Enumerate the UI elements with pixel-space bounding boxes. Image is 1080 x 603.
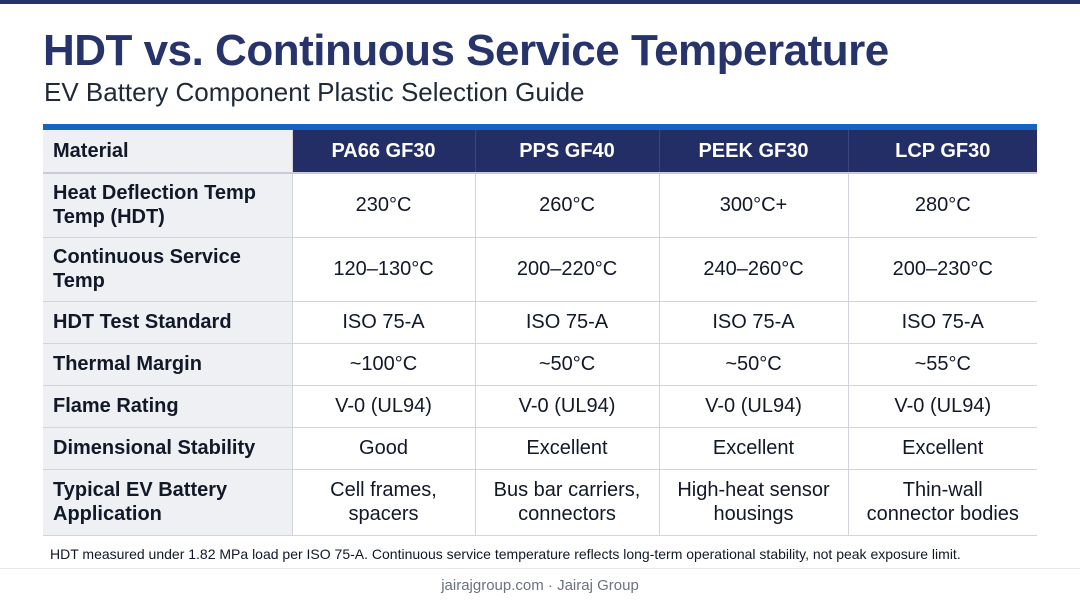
table-cell: Excellent [659, 427, 849, 470]
row-label-service-temp: Continuous Service Temp [43, 237, 293, 302]
column-header: LCP GF30 [848, 130, 1037, 174]
table-row: HDT Test Standard ISO 75-A ISO 75-A ISO … [43, 301, 1037, 344]
row-label-dimensional-stability: Dimensional Stability [43, 427, 293, 470]
footer-credit: jairajgroup.com · Jairaj Group [441, 577, 639, 594]
table-cell: Excellent [848, 427, 1037, 470]
footnote: HDT measured under 1.82 MPa load per ISO… [50, 546, 961, 562]
table-header-row: Material PA66 GF30 PPS GF40 PEEK GF30 LC… [43, 130, 1037, 174]
table-cell: 240–260°C [659, 237, 849, 302]
table-cell: 200–220°C [475, 237, 660, 302]
table-cell: 300°C+ [659, 173, 849, 238]
table-row: Typical EV Battery Application Cell fram… [43, 469, 1037, 536]
table-cell: ~55°C [848, 343, 1037, 386]
table-cell: 260°C [475, 173, 660, 238]
table-cell: 280°C [848, 173, 1037, 238]
table-cell: 230°C [292, 173, 476, 238]
table-cell: ISO 75-A [659, 301, 849, 344]
table-row: Heat Deflection Temp Temp (HDT) 230°C 26… [43, 173, 1037, 238]
column-header: PEEK GF30 [659, 130, 849, 174]
table-row: Dimensional Stability Good Excellent Exc… [43, 427, 1037, 470]
page-title: HDT vs. Continuous Service Temperature [43, 26, 889, 75]
table-cell: 120–130°C [292, 237, 476, 302]
table-cell: ~50°C [475, 343, 660, 386]
row-label-application: Typical EV Battery Application [43, 469, 293, 536]
table-cell: V-0 (UL94) [292, 385, 476, 428]
footer-divider [0, 568, 1080, 569]
table-cell: Thin-wall connector bodies [848, 469, 1037, 536]
table-cell: V-0 (UL94) [659, 385, 849, 428]
table-cell: V-0 (UL94) [848, 385, 1037, 428]
table-cell: ISO 75-A [292, 301, 476, 344]
table-row: Thermal Margin ~100°C ~50°C ~50°C ~55°C [43, 343, 1037, 386]
table-row: Continuous Service Temp 120–130°C 200–22… [43, 237, 1037, 302]
table-cell: ISO 75-A [848, 301, 1037, 344]
table-cell: Good [292, 427, 476, 470]
table-cell: Excellent [475, 427, 660, 470]
table-cell: Cell frames, spacers [292, 469, 476, 536]
row-label-thermal-margin: Thermal Margin [43, 343, 293, 386]
table-cell: V-0 (UL94) [475, 385, 660, 428]
table-cell: Bus bar carriers, connectors [475, 469, 660, 536]
column-header: PA66 GF30 [292, 130, 476, 174]
column-header: PPS GF40 [475, 130, 660, 174]
header-material: Material [43, 130, 293, 174]
table-cell: ~100°C [292, 343, 476, 386]
table-cell: ISO 75-A [475, 301, 660, 344]
comparison-table: Material PA66 GF30 PPS GF40 PEEK GF30 LC… [43, 130, 1037, 536]
page-subtitle: EV Battery Component Plastic Selection G… [44, 77, 585, 107]
row-label-hdt: Heat Deflection Temp Temp (HDT) [43, 173, 293, 238]
table-cell: ~50°C [659, 343, 849, 386]
top-rule [0, 0, 1080, 4]
row-label-test-standard: HDT Test Standard [43, 301, 293, 344]
table-accent-bar [43, 124, 1037, 130]
table-cell: High-heat sensor housings [659, 469, 849, 536]
table-row: Flame Rating V-0 (UL94) V-0 (UL94) V-0 (… [43, 385, 1037, 428]
table-cell: 200–230°C [848, 237, 1037, 302]
row-label-flame-rating: Flame Rating [43, 385, 293, 428]
